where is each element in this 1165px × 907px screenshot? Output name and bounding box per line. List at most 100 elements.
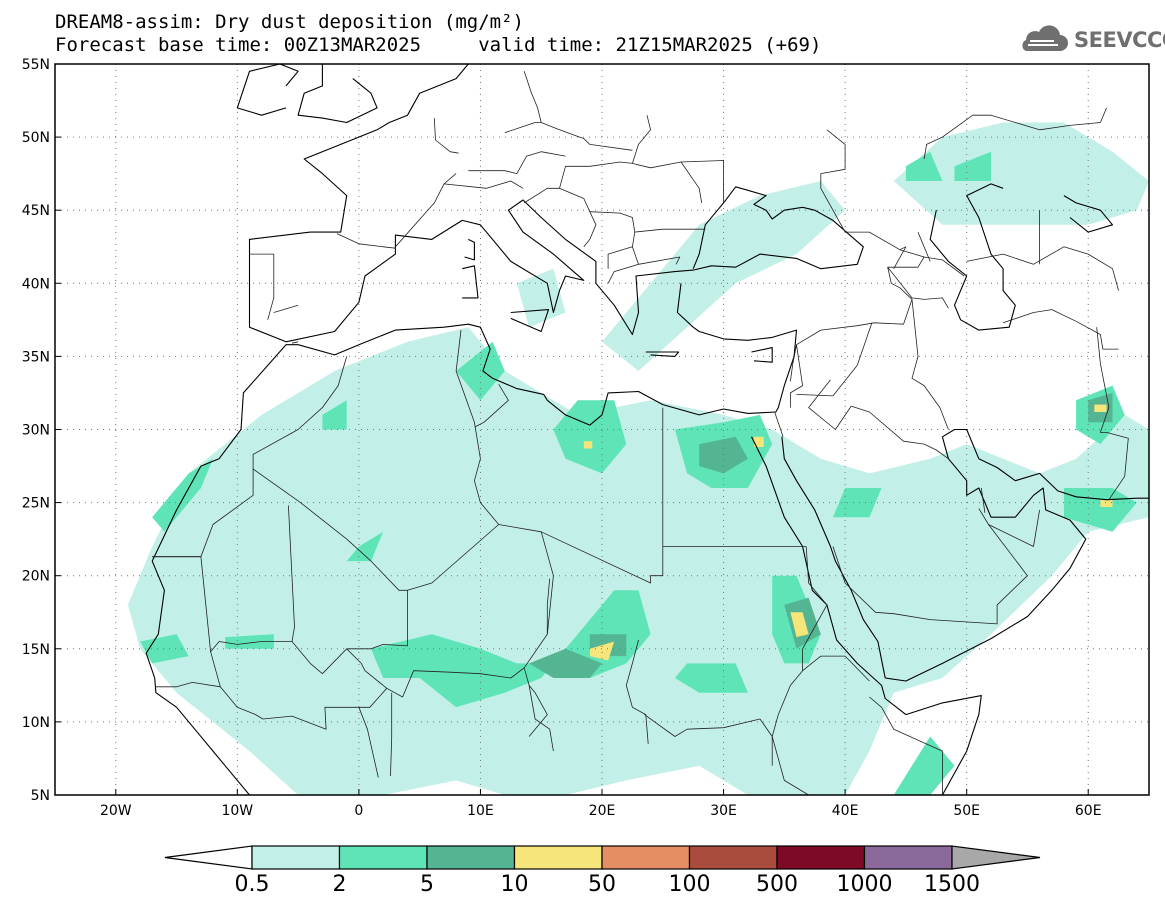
country-border <box>504 122 633 151</box>
country-border <box>455 330 500 525</box>
country-border <box>917 231 931 262</box>
lat-tick-label: 25N <box>22 496 50 512</box>
coastline <box>645 351 680 357</box>
country-border <box>790 344 803 408</box>
dust-deposition-layer <box>127 122 1149 795</box>
country-border <box>468 151 566 175</box>
dust-region-level-1 <box>127 327 1149 795</box>
dust-region-level-2 <box>225 634 274 649</box>
lat-tick-label: 5N <box>31 788 50 804</box>
dust-region-level-2 <box>371 590 651 708</box>
legend-swatch <box>338 845 428 870</box>
legend-label: 0.5 <box>235 872 270 897</box>
country-border <box>589 211 636 269</box>
country-border <box>559 187 597 248</box>
dust-region-level-4 <box>790 612 809 638</box>
country-border <box>528 685 554 752</box>
country-border <box>802 655 870 682</box>
country-border <box>152 356 348 558</box>
country-border <box>808 379 949 460</box>
country-border <box>1002 309 1119 350</box>
legend-label: 10 <box>501 872 529 897</box>
country-border <box>523 71 542 123</box>
country-border <box>638 256 681 265</box>
lon-tick-label: 60E <box>1075 803 1102 819</box>
dust-region-level-2 <box>346 531 384 562</box>
dust-region-level-4 <box>1094 404 1107 412</box>
country-border <box>358 707 379 778</box>
country-border <box>540 531 554 635</box>
grid-lines <box>55 64 1149 795</box>
country-border <box>978 508 1040 547</box>
dust-region-level-3 <box>699 436 748 474</box>
country-border <box>291 590 408 675</box>
chart-title: DREAM8-assim: Dry dust deposition (mg/m²… <box>55 11 524 33</box>
dust-region-level-2 <box>674 663 748 693</box>
legend-label: 500 <box>756 872 798 897</box>
country-border <box>632 161 703 203</box>
lat-tick-label: 55N <box>22 57 50 73</box>
country-border <box>346 648 388 689</box>
country-border <box>832 524 1028 625</box>
country-border <box>336 233 396 249</box>
legend-swatch <box>776 845 866 870</box>
dust-region-level-4 <box>1100 499 1113 507</box>
lat-tick-label: 45N <box>22 203 50 219</box>
dust-region-level-2 <box>954 151 991 181</box>
lat-tick-label: 40N <box>22 276 50 292</box>
country-border <box>291 341 299 344</box>
country-border <box>771 736 809 795</box>
legend-swatch <box>426 845 516 870</box>
coastline <box>145 283 798 795</box>
coastline <box>929 183 1016 331</box>
legend-swatch <box>601 845 691 870</box>
lon-tick-label: 0 <box>354 803 363 819</box>
country-border <box>395 173 457 248</box>
country-border <box>887 266 949 309</box>
country-border <box>966 246 1119 291</box>
lon-tick-label: 40E <box>832 803 859 819</box>
country-border <box>796 322 873 397</box>
dust-region-level-2 <box>833 488 882 518</box>
lon-tick-label: 50E <box>953 803 980 819</box>
country-border <box>820 129 846 233</box>
cloud-icon <box>1022 25 1068 51</box>
dust-region-level-1 <box>516 268 566 328</box>
country-border <box>774 411 784 437</box>
dust-region-level-4 <box>589 641 615 661</box>
dust-region-level-1 <box>893 122 1149 225</box>
lon-tick-label: 30E <box>710 803 737 819</box>
coastline <box>248 64 469 343</box>
country-border <box>475 383 509 427</box>
legend-label: 5 <box>420 872 434 897</box>
country-border <box>1096 327 1129 500</box>
coastline <box>510 309 550 333</box>
lat-tick-label: 35N <box>22 349 50 365</box>
lon-tick-label: 10E <box>467 803 494 819</box>
country-border <box>924 256 965 277</box>
legend-swatch <box>688 845 778 870</box>
country-border <box>249 253 275 320</box>
country-border <box>443 180 524 189</box>
legend-label: 1500 <box>924 872 980 897</box>
dust-region-level-2 <box>905 151 943 181</box>
legend-high-arrow <box>951 845 1041 870</box>
country-border <box>273 304 299 313</box>
country-border <box>152 505 295 653</box>
legend-label: 2 <box>333 872 347 897</box>
country-border <box>625 639 649 744</box>
seevccc-logo: SEEVCCC <box>1016 24 1165 56</box>
legend-swatch <box>863 845 953 870</box>
country-border <box>923 107 1107 160</box>
country-border <box>632 115 651 164</box>
logo-text: SEEVCCC <box>1074 28 1165 52</box>
country-border <box>634 228 706 233</box>
country-border <box>790 231 925 382</box>
lat-tick-label: 15N <box>22 642 50 658</box>
dust-region-level-2 <box>456 341 505 401</box>
coastline <box>1063 195 1114 233</box>
country-border <box>911 299 949 430</box>
coastline <box>236 64 299 116</box>
dust-region-level-2 <box>152 458 213 532</box>
country-border <box>433 118 459 154</box>
